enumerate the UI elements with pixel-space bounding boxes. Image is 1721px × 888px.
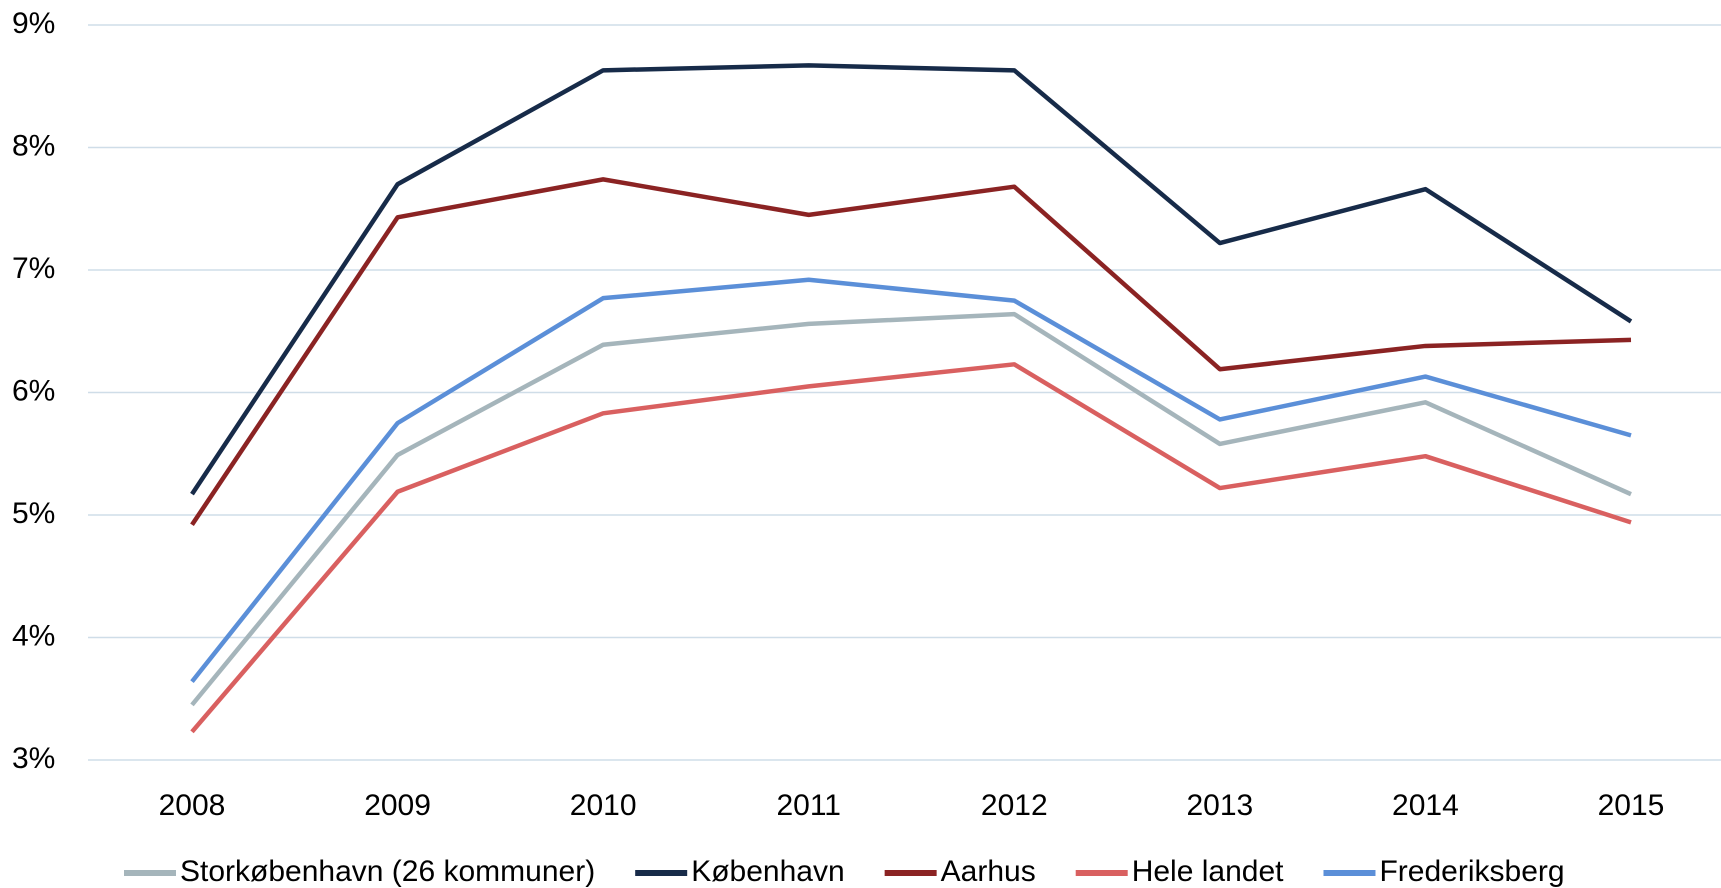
x-tick-label: 2015 bbox=[1598, 789, 1665, 822]
legend-label: København bbox=[691, 855, 844, 888]
x-tick-label: 2010 bbox=[570, 789, 637, 822]
series-line bbox=[190, 177, 1632, 527]
series-line bbox=[190, 362, 1632, 734]
y-tick-label: 6% bbox=[12, 374, 55, 407]
x-tick-label: 2008 bbox=[159, 789, 226, 822]
series-line bbox=[190, 63, 1633, 496]
y-tick-label: 5% bbox=[12, 497, 55, 530]
y-tick-label: 7% bbox=[12, 252, 55, 285]
series-line bbox=[190, 311, 1632, 707]
x-tick-label: 2009 bbox=[364, 789, 431, 822]
series-line bbox=[190, 277, 1632, 684]
y-tick-label: 4% bbox=[12, 619, 55, 652]
y-tick-label: 8% bbox=[12, 129, 55, 162]
y-tick-label: 9% bbox=[12, 7, 55, 40]
legend-label: Hele landet bbox=[1132, 855, 1284, 888]
legend-label: Frederiksberg bbox=[1379, 855, 1564, 888]
x-tick-label: 2011 bbox=[776, 789, 841, 822]
legend-label: Storkøbenhavn (26 kommuner) bbox=[180, 855, 595, 888]
x-tick-label: 2013 bbox=[1186, 789, 1253, 822]
x-tick-label: 2012 bbox=[981, 789, 1048, 822]
legend-label: Aarhus bbox=[941, 855, 1036, 888]
y-tick-label: 3% bbox=[12, 742, 55, 775]
x-tick-label: 2014 bbox=[1392, 789, 1459, 822]
